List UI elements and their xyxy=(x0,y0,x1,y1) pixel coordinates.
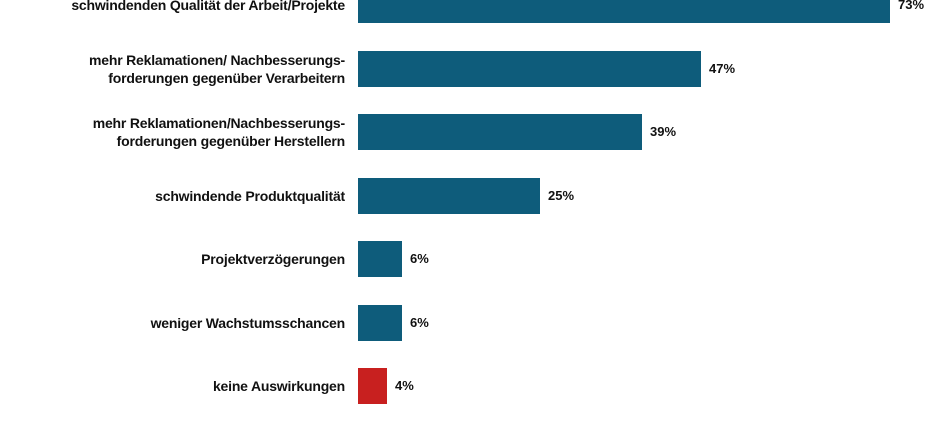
category-label: keine Auswirkungen xyxy=(212,378,345,394)
category-label: mehr Reklamationen/ Nachbesserungs- ford… xyxy=(89,51,345,86)
value-label: 47% xyxy=(709,60,736,76)
bar xyxy=(358,50,701,87)
category-label: weniger Wachstumsschancen xyxy=(150,314,346,331)
value-label: 73% xyxy=(898,0,925,12)
value-label: 6% xyxy=(410,314,429,330)
bar xyxy=(358,114,642,150)
value-label: 6% xyxy=(410,251,429,266)
bar xyxy=(358,177,540,214)
bar xyxy=(358,0,890,23)
bar xyxy=(358,368,387,404)
bar xyxy=(358,241,402,277)
category-label: schwindende Produktqualität xyxy=(155,187,345,204)
value-label: 25% xyxy=(548,187,575,203)
category-label: mehr Reklamationen/Nachbesserungs- forde… xyxy=(92,115,345,149)
category-label: Projektverzögerungen xyxy=(201,251,345,267)
category-label: schwindenden Qualität der Arbeit/Projekt… xyxy=(71,0,345,13)
value-label: 39% xyxy=(650,124,677,139)
value-label: 4% xyxy=(395,378,414,393)
bar xyxy=(358,304,402,341)
